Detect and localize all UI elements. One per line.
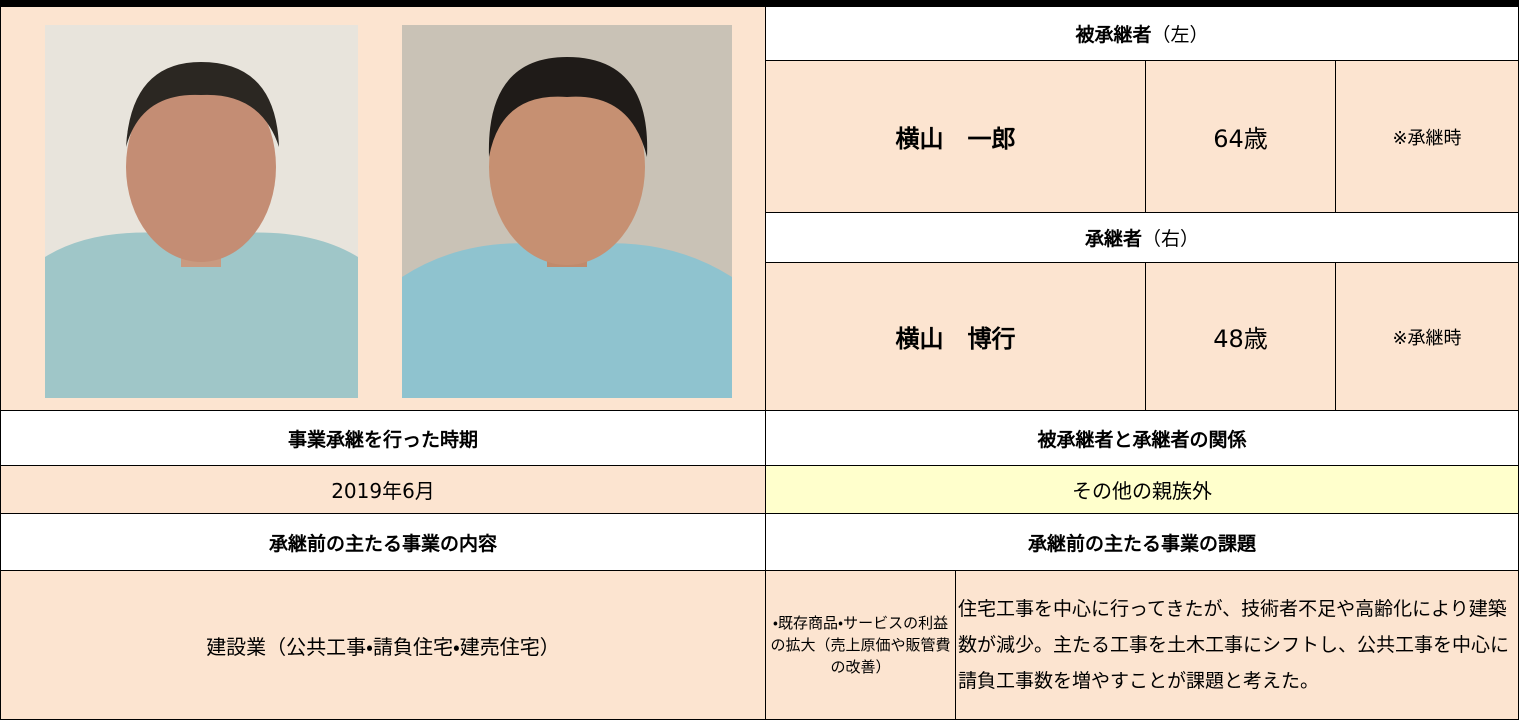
business-value: 建設業（公共工事・請負住宅・建売住宅） (0, 570, 766, 720)
issues-header: 承継前の主たる事業の課題 (765, 513, 1519, 571)
relationship-header: 被承継者と承継者の関係 (765, 410, 1519, 466)
photos (45, 25, 732, 398)
issues-detail: 住宅工事を中心に行ってきたが、技術者不足や高齢化により建築数が減少。主たる工事を… (955, 570, 1519, 720)
predecessor-header: 被承継者 （左） (765, 6, 1519, 61)
timing-header: 事業承継を行った時期 (0, 410, 766, 466)
top-border (0, 0, 1519, 7)
predecessor-note: ※承継時 (1335, 60, 1519, 213)
photo-left (45, 25, 358, 398)
relationship-value: その他の親族外 (765, 465, 1519, 514)
label: 承継者 (1084, 228, 1142, 250)
business-header: 承継前の主たる事業の内容 (0, 513, 766, 571)
successor-age: 48歳 (1145, 262, 1336, 411)
side: （左） (1151, 24, 1209, 46)
photo-right (402, 25, 732, 398)
issues-category: ・既存商品・サービスの利益の拡大（売上原価や販管費の改善） (765, 570, 956, 720)
successor-header: 承継者 （右） (765, 212, 1519, 263)
timing-value: 2019年6月 (0, 465, 766, 514)
label: 被承継者 (1075, 24, 1152, 46)
successor-name: 横山 博行 (765, 262, 1146, 411)
predecessor-age: 64歳 (1145, 60, 1336, 213)
successor-note: ※承継時 (1335, 262, 1519, 411)
photo-area (0, 6, 766, 411)
side: （右） (1142, 228, 1200, 250)
predecessor-name: 横山 一郎 (765, 60, 1146, 213)
